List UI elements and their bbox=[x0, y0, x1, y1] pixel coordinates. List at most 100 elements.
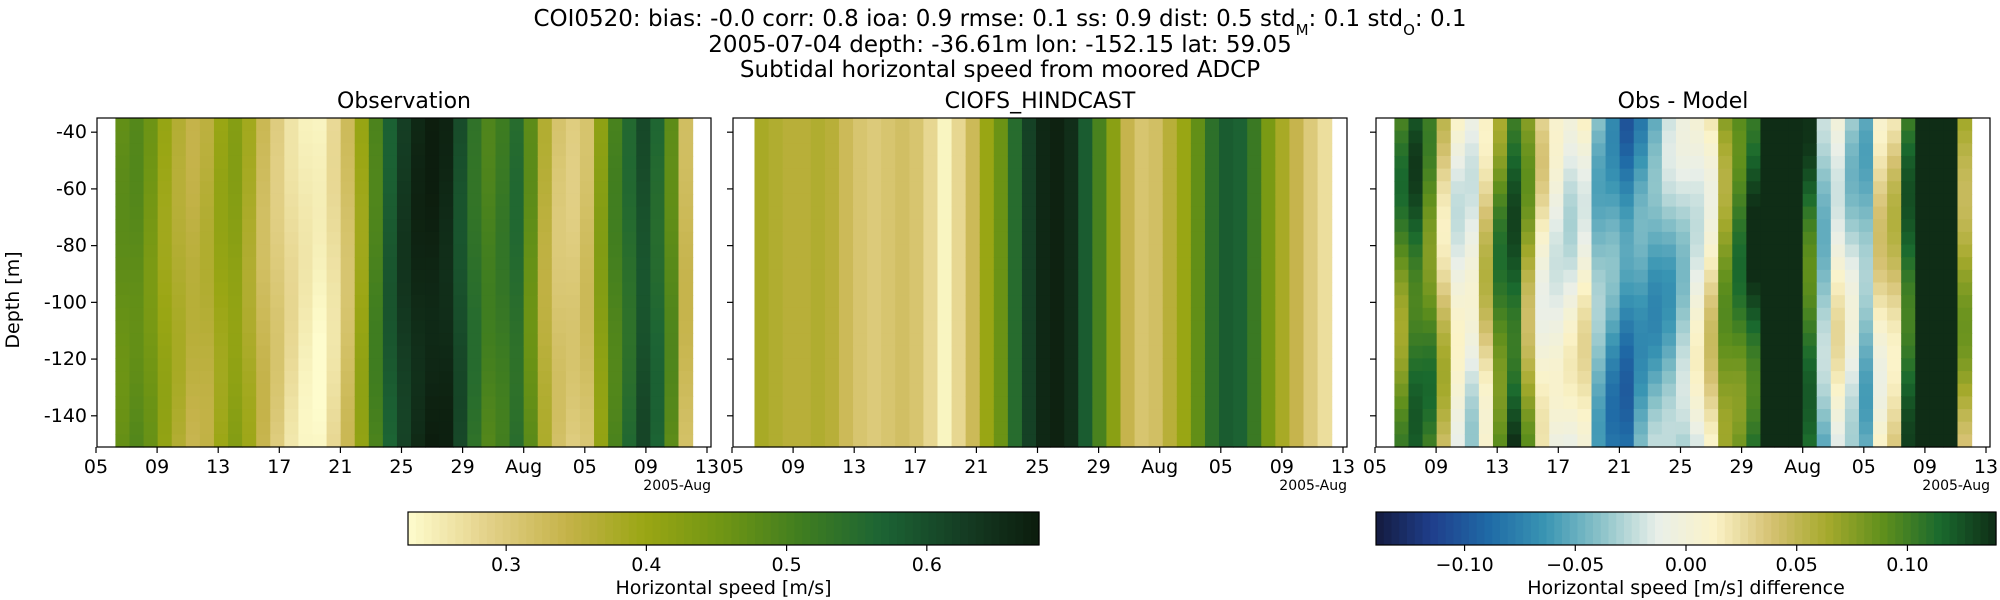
heatmap-cell bbox=[1507, 358, 1522, 372]
heatmap-cell bbox=[256, 269, 271, 284]
heatmap-cell bbox=[1303, 396, 1319, 410]
heatmap-cell bbox=[867, 409, 882, 423]
heatmap-cell bbox=[1873, 295, 1888, 309]
heatmap-cell bbox=[1619, 282, 1635, 296]
heatmap-cell bbox=[1176, 231, 1192, 246]
heatmap-cell bbox=[228, 257, 243, 271]
heatmap-cell bbox=[495, 168, 511, 182]
heatmap-cell bbox=[853, 118, 868, 132]
heatmap-cell bbox=[157, 257, 173, 271]
heatmap-cell bbox=[157, 231, 173, 246]
heatmap-cell bbox=[1591, 269, 1607, 284]
heatmap-cell bbox=[1275, 168, 1291, 182]
heatmap-cell bbox=[1521, 269, 1536, 284]
heatmap-cell bbox=[1092, 219, 1108, 233]
heatmap-cell bbox=[1289, 396, 1305, 410]
heatmap-cell bbox=[1605, 193, 1621, 208]
heatmap-cell bbox=[495, 118, 511, 132]
heatmap-cell bbox=[1064, 193, 1079, 208]
heatmap-cell bbox=[1190, 130, 1206, 144]
heatmap-cell bbox=[1943, 396, 1959, 410]
heatmap-cell bbox=[1830, 231, 1846, 246]
heatmap-cell bbox=[1036, 181, 1051, 195]
heatmap-cell bbox=[810, 396, 826, 410]
heatmap-cell bbox=[242, 421, 257, 435]
heatmap-cell bbox=[1535, 181, 1550, 195]
heatmap-cell bbox=[1021, 130, 1037, 144]
heatmap-cell bbox=[1422, 231, 1438, 246]
heatmap-cell bbox=[228, 118, 243, 132]
heatmap-cell bbox=[1007, 333, 1023, 347]
heatmap-cell bbox=[965, 295, 981, 309]
heatmap-cell bbox=[565, 434, 581, 448]
heatmap-cell bbox=[796, 168, 812, 182]
heatmap-cell bbox=[1050, 295, 1065, 309]
heatmap-cell bbox=[1943, 231, 1959, 246]
heatmap-cell bbox=[1901, 333, 1916, 347]
heatmap-cell bbox=[1577, 118, 1593, 132]
heatmap-cell bbox=[453, 206, 468, 220]
heatmap-cell bbox=[853, 269, 868, 284]
heatmap-cell bbox=[1275, 206, 1291, 220]
heatmap-cell bbox=[1873, 219, 1888, 233]
heatmap-cell bbox=[1535, 396, 1550, 410]
heatmap-cell bbox=[228, 421, 243, 435]
heatmap-cell bbox=[1464, 143, 1480, 157]
heatmap-cell bbox=[1732, 434, 1747, 448]
heatmap-cell bbox=[1633, 383, 1649, 397]
heatmap-cell bbox=[1303, 257, 1319, 271]
heatmap-cell bbox=[1647, 282, 1663, 296]
heatmap-cell bbox=[1563, 409, 1579, 423]
colorbar-segment bbox=[684, 512, 693, 545]
heatmap-cell bbox=[495, 383, 511, 397]
heatmap-cell bbox=[1134, 307, 1150, 322]
heatmap-cell bbox=[1788, 333, 1804, 347]
heatmap-cell bbox=[495, 320, 511, 334]
heatmap-cell bbox=[565, 181, 581, 195]
heatmap-cell bbox=[425, 193, 440, 208]
heatmap-cell bbox=[354, 434, 370, 448]
heatmap-cell bbox=[340, 434, 356, 448]
heatmap-cell bbox=[1408, 130, 1424, 144]
heatmap-cell bbox=[838, 193, 854, 208]
heatmap-cell bbox=[664, 396, 680, 410]
heatmap-cell bbox=[1190, 244, 1206, 258]
heatmap-cell bbox=[1092, 383, 1108, 397]
heatmap-cell bbox=[1021, 333, 1037, 347]
heatmap-cell bbox=[1507, 206, 1522, 220]
heatmap-cell bbox=[1219, 345, 1234, 360]
heatmap-cell bbox=[579, 421, 595, 435]
colorbar-segment bbox=[889, 512, 898, 545]
heatmap-cell bbox=[326, 345, 342, 360]
heatmap-cell bbox=[1661, 206, 1677, 220]
heatmap-cell bbox=[340, 383, 356, 397]
heatmap-cell bbox=[782, 269, 798, 284]
heatmap-cell bbox=[1478, 231, 1494, 246]
heatmap-cell bbox=[1816, 295, 1832, 309]
heatmap-cell bbox=[256, 396, 271, 410]
heatmap-cell bbox=[340, 155, 356, 170]
heatmap-cell bbox=[1732, 307, 1747, 322]
heatmap-cell bbox=[1450, 130, 1466, 144]
heatmap-cell bbox=[1464, 257, 1480, 271]
heatmap-cell bbox=[1957, 193, 1973, 208]
heatmap-cell bbox=[453, 383, 468, 397]
colorbar-segment bbox=[818, 512, 827, 545]
heatmap-cell bbox=[1647, 320, 1663, 334]
heatmap-cell bbox=[1064, 307, 1079, 322]
heatmap-cell bbox=[509, 307, 525, 322]
heatmap-cell bbox=[1492, 257, 1508, 271]
heatmap-cell bbox=[951, 244, 967, 258]
heatmap-cell bbox=[228, 155, 243, 170]
heatmap-cell bbox=[1492, 130, 1508, 144]
heatmap-cell bbox=[284, 130, 300, 144]
heatmap-cell bbox=[1915, 219, 1930, 233]
heatmap-cell bbox=[1844, 421, 1860, 435]
heatmap-cell bbox=[312, 295, 328, 309]
heatmap-cell bbox=[1647, 206, 1663, 220]
heatmap-cell bbox=[439, 257, 454, 271]
heatmap-cell bbox=[965, 434, 981, 448]
heatmap-cell bbox=[1774, 409, 1790, 423]
heatmap-cell bbox=[537, 320, 553, 334]
heatmap-cell bbox=[678, 155, 694, 170]
